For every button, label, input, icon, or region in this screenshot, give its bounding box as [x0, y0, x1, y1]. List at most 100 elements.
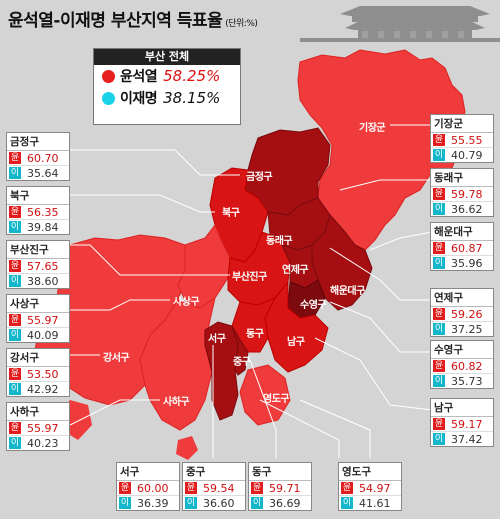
yoon-mark-icon: 윤 — [9, 368, 21, 380]
yoon-value: 54.97 — [359, 481, 391, 495]
district-box-name: 남구 — [431, 399, 493, 417]
lee-value: 37.25 — [451, 322, 483, 336]
lee-mark-icon: 이 — [433, 149, 445, 161]
lee-value: 40.09 — [27, 328, 59, 342]
lee-mark-icon: 이 — [433, 257, 445, 269]
yoon-value: 60.87 — [451, 241, 483, 255]
lee-value: 36.39 — [137, 496, 169, 510]
lee-value: 35.96 — [451, 256, 483, 270]
district-box-name: 동구 — [249, 463, 311, 481]
page-title: 윤석열-이재명 부산지역 득표율 (단위:%) — [8, 11, 258, 31]
yoon-mark-icon: 윤 — [185, 482, 197, 494]
district-saha — [139, 296, 216, 431]
legend-box: 부산 전체 윤석열 58.25% 이재명 38.15% — [93, 48, 241, 125]
yoon-mark-icon: 윤 — [9, 314, 21, 326]
district-box-busanjin: 부산진구 윤 57.65 이 38.60 — [6, 240, 70, 289]
yoon-value: 56.35 — [27, 205, 59, 219]
map-label-buk: 북구 — [222, 208, 240, 219]
unit-label: (단위:%) — [225, 19, 258, 29]
map-label-gangseo: 강서구 — [103, 353, 130, 364]
yoon-value: 55.97 — [27, 421, 59, 435]
map-label-sasang: 사상구 — [173, 297, 200, 308]
map-label-saha: 사하구 — [163, 397, 190, 408]
yoon-mark-icon: 윤 — [433, 242, 445, 254]
yoon-value: 57.65 — [27, 259, 59, 273]
district-yeongdo — [239, 364, 291, 426]
district-box-sasang: 사상구 윤 55.97 이 40.09 — [6, 294, 70, 343]
district-box-seo: 서구 윤 60.00 이 36.39 — [116, 462, 180, 511]
lee-mark-icon: 이 — [9, 221, 21, 233]
lee-mark-icon: 이 — [433, 323, 445, 335]
lee-mark-icon: 이 — [185, 497, 197, 509]
yoon-mark-icon: 윤 — [433, 188, 445, 200]
yoon-mark-icon: 윤 — [119, 482, 131, 494]
lee-mark-icon: 이 — [9, 329, 21, 341]
map-label-haeundae: 해운대구 — [330, 286, 365, 297]
yoon-value: 55.97 — [27, 313, 59, 327]
district-box-yeongdo: 영도구 윤 54.97 이 41.61 — [338, 462, 402, 511]
district-box-saha: 사하구 윤 55.97 이 40.23 — [6, 402, 70, 451]
lee-value: 39.84 — [27, 220, 59, 234]
lee-mark-icon: 이 — [9, 383, 21, 395]
lee-value: 35.73 — [451, 374, 483, 388]
pavilion-illustration — [300, 6, 500, 42]
lee-value: 35.64 — [27, 166, 59, 180]
lee-mark-icon: 이 — [433, 203, 445, 215]
legend-pct-yoon: 58.25% — [163, 67, 221, 85]
yoon-value: 59.17 — [451, 417, 483, 431]
map-label-dongnae: 동래구 — [266, 236, 293, 247]
district-box-name: 기장군 — [431, 115, 493, 133]
legend-header: 부산 전체 — [94, 49, 240, 65]
district-box-name: 금정구 — [7, 133, 69, 151]
lee-value: 38.60 — [27, 274, 59, 288]
district-gijang — [297, 49, 466, 251]
map-label-busanjin: 부산진구 — [232, 272, 267, 283]
district-box-name: 서구 — [117, 463, 179, 481]
lee-mark-icon: 이 — [433, 433, 445, 445]
lee-mark-icon: 이 — [341, 497, 353, 509]
legend-row-lee: 이재명 38.15% — [94, 87, 240, 109]
district-saha-island — [176, 436, 198, 460]
yoon-value: 60.00 — [137, 481, 169, 495]
district-box-suyeong: 수영구 윤 60.82 이 35.73 — [430, 340, 494, 389]
district-box-name: 수영구 — [431, 341, 493, 359]
yoon-value: 60.82 — [451, 359, 483, 373]
leader-lines — [69, 124, 433, 458]
district-box-name: 부산진구 — [7, 241, 69, 259]
map-label-suyeong: 수영구 — [300, 300, 327, 311]
yoon-value: 59.26 — [451, 307, 483, 321]
district-box-name: 영도구 — [339, 463, 401, 481]
yoon-mark-icon: 윤 — [433, 360, 445, 372]
district-box-gangseo: 강서구 윤 53.50 이 42.92 — [6, 348, 70, 397]
district-box-dongnae: 동래구 윤 59.78 이 36.62 — [430, 168, 494, 217]
district-box-name: 강서구 — [7, 349, 69, 367]
lee-value: 40.79 — [451, 148, 483, 162]
district-box-name: 연제구 — [431, 289, 493, 307]
lee-value: 36.60 — [203, 496, 235, 510]
yoon-mark-icon: 윤 — [433, 134, 445, 146]
district-box-name: 중구 — [183, 463, 245, 481]
district-box-name: 북구 — [7, 187, 69, 205]
district-box-buk: 북구 윤 56.35 이 39.84 — [6, 186, 70, 235]
legend-name-lee: 이재명 — [120, 91, 158, 107]
yoon-value: 60.70 — [27, 151, 59, 165]
lee-value: 37.42 — [451, 432, 483, 446]
yoon-mark-icon: 윤 — [9, 152, 21, 164]
lee-value: 36.69 — [269, 496, 301, 510]
legend-name-yoon: 윤석열 — [120, 69, 158, 85]
yoon-value: 59.71 — [269, 481, 301, 495]
legend-row-yoon: 윤석열 58.25% — [94, 65, 240, 87]
map-label-geumjeong: 금정구 — [246, 172, 273, 183]
lee-mark-icon: 이 — [9, 167, 21, 179]
yoon-value: 53.50 — [27, 367, 59, 381]
yoon-mark-icon: 윤 — [9, 206, 21, 218]
yoon-mark-icon: 윤 — [433, 418, 445, 430]
district-box-haeundae: 해운대구 윤 60.87 이 35.96 — [430, 222, 494, 271]
yoon-mark-icon: 윤 — [433, 308, 445, 320]
map-label-gijang: 기장군 — [359, 123, 386, 134]
map-label-seo: 서구 — [208, 334, 226, 345]
district-box-dong: 동구 윤 59.71 이 36.69 — [248, 462, 312, 511]
district-sasang — [177, 224, 231, 309]
yoon-mark-icon: 윤 — [341, 482, 353, 494]
